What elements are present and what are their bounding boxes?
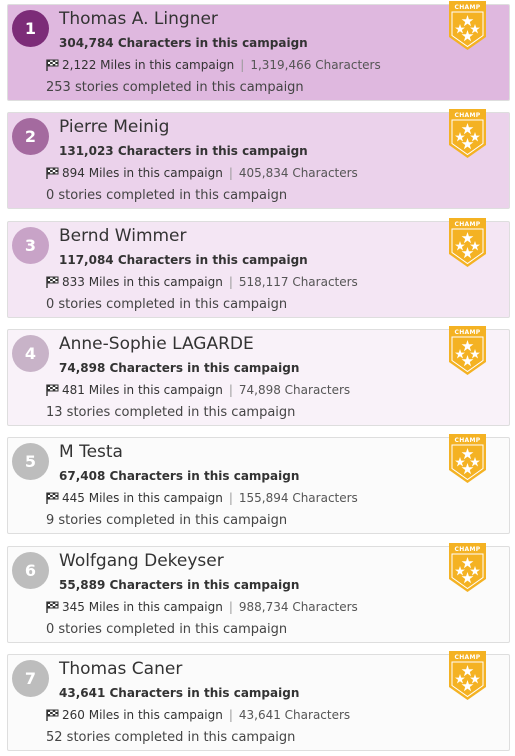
badge-label: CHAMP — [454, 654, 481, 661]
rank-badge: 5 — [12, 443, 49, 480]
participant-name[interactable]: Thomas Caner — [59, 659, 183, 679]
badge-label: CHAMP — [454, 329, 481, 336]
flag-icon — [46, 384, 59, 396]
champ-badge-icon — [449, 326, 486, 375]
campaign-miles: 445 Miles in this campaign — [62, 491, 223, 505]
rank-badge: 6 — [12, 552, 49, 589]
participant-name[interactable]: Bernd Wimmer — [59, 226, 187, 246]
leaderboard-entry[interactable]: 4 Anne-Sophie LAGARDE 74,898 Characters … — [7, 326, 510, 426]
stories-completed: 13 stories completed in this campaign — [46, 405, 296, 420]
flag-icon — [46, 167, 59, 179]
badge-label: CHAMP — [454, 221, 481, 228]
champ-badge: CHAMP — [449, 109, 486, 159]
campaign-miles: 2,122 Miles in this campaign — [62, 58, 235, 72]
stories-completed: 52 stories completed in this campaign — [46, 730, 296, 745]
stories-completed: 0 stories completed in this campaign — [46, 188, 288, 203]
flag-icon — [46, 601, 59, 613]
flag-icon — [46, 276, 59, 288]
separator: | — [240, 58, 245, 72]
total-characters: 155,894 Characters — [238, 491, 358, 505]
participant-name[interactable]: Pierre Meinig — [59, 117, 170, 137]
stories-completed: 9 stories completed in this campaign — [46, 513, 288, 528]
participant-name[interactable]: Anne-Sophie LAGARDE — [59, 334, 254, 354]
champ-badge: CHAMP — [449, 218, 486, 268]
separator: | — [228, 491, 233, 505]
flag-icon — [46, 59, 59, 71]
champ-badge: CHAMP — [449, 651, 486, 701]
leaderboard-entry[interactable]: 6 Wolfgang Dekeyser 55,889 Characters in… — [7, 543, 510, 643]
separator: | — [228, 600, 233, 614]
leaderboard-entry[interactable]: 5 M Testa 67,408 Characters in this camp… — [7, 434, 510, 534]
badge-label: CHAMP — [454, 112, 481, 119]
total-characters: 405,834 Characters — [238, 166, 358, 180]
leaderboard-entry[interactable]: 3 Bernd Wimmer 117,084 Characters in thi… — [7, 218, 510, 318]
champ-badge-icon — [449, 109, 486, 158]
total-characters: 988,734 Characters — [238, 600, 358, 614]
miles-line: 260 Miles in this campaign | 43,641 Char… — [46, 708, 350, 722]
participant-name[interactable]: Wolfgang Dekeyser — [59, 551, 224, 571]
campaign-miles: 260 Miles in this campaign — [62, 708, 223, 722]
champ-badge: CHAMP — [449, 434, 486, 484]
campaign-characters: 43,641 Characters in this campaign — [59, 686, 300, 700]
campaign-miles: 345 Miles in this campaign — [62, 600, 223, 614]
campaign-miles: 833 Miles in this campaign — [62, 275, 223, 289]
participant-name[interactable]: M Testa — [59, 442, 123, 462]
total-characters: 74,898 Characters — [238, 383, 351, 397]
separator: | — [228, 166, 233, 180]
rank-badge: 1 — [12, 10, 49, 47]
badge-label: CHAMP — [454, 546, 481, 553]
campaign-miles: 481 Miles in this campaign — [62, 383, 223, 397]
participant-name[interactable]: Thomas A. Lingner — [59, 9, 218, 29]
separator: | — [228, 275, 233, 289]
leaderboard-entry[interactable]: 7 Thomas Caner 43,641 Characters in this… — [7, 651, 510, 751]
champ-badge: CHAMP — [449, 326, 486, 376]
rank-badge: 2 — [12, 118, 49, 155]
separator: | — [228, 383, 233, 397]
campaign-characters: 55,889 Characters in this campaign — [59, 578, 300, 592]
champ-badge-icon — [449, 218, 486, 267]
champ-badge-icon — [449, 1, 486, 50]
separator: | — [228, 708, 233, 722]
miles-line: 894 Miles in this campaign | 405,834 Cha… — [46, 166, 358, 180]
stories-completed: 0 stories completed in this campaign — [46, 622, 288, 637]
badge-label: CHAMP — [454, 4, 481, 11]
miles-line: 345 Miles in this campaign | 988,734 Cha… — [46, 600, 358, 614]
champ-badge-icon — [449, 543, 486, 592]
leaderboard-entry[interactable]: 1 Thomas A. Lingner 304,784 Characters i… — [7, 1, 510, 101]
miles-line: 445 Miles in this campaign | 155,894 Cha… — [46, 491, 358, 505]
champ-badge-icon — [449, 651, 486, 700]
miles-line: 481 Miles in this campaign | 74,898 Char… — [46, 383, 350, 397]
total-characters: 1,319,466 Characters — [250, 58, 381, 72]
total-characters: 43,641 Characters — [238, 708, 351, 722]
campaign-characters: 117,084 Characters in this campaign — [59, 253, 308, 267]
campaign-characters: 131,023 Characters in this campaign — [59, 144, 308, 158]
leaderboard-entry[interactable]: 2 Pierre Meinig 131,023 Characters in th… — [7, 109, 510, 209]
miles-line: 833 Miles in this campaign | 518,117 Cha… — [46, 275, 358, 289]
campaign-miles: 894 Miles in this campaign — [62, 166, 223, 180]
campaign-characters: 304,784 Characters in this campaign — [59, 36, 308, 50]
champ-badge: CHAMP — [449, 1, 486, 51]
champ-badge-icon — [449, 434, 486, 483]
flag-icon — [46, 492, 59, 504]
miles-line: 2,122 Miles in this campaign | 1,319,466… — [46, 58, 381, 72]
rank-badge: 3 — [12, 227, 49, 264]
rank-badge: 4 — [12, 335, 49, 372]
total-characters: 518,117 Characters — [238, 275, 358, 289]
champ-badge: CHAMP — [449, 543, 486, 593]
badge-label: CHAMP — [454, 437, 481, 444]
flag-icon — [46, 709, 59, 721]
rank-badge: 7 — [12, 660, 49, 697]
campaign-characters: 67,408 Characters in this campaign — [59, 469, 300, 483]
campaign-characters: 74,898 Characters in this campaign — [59, 361, 300, 375]
stories-completed: 0 stories completed in this campaign — [46, 297, 288, 312]
stories-completed: 253 stories completed in this campaign — [46, 80, 304, 95]
